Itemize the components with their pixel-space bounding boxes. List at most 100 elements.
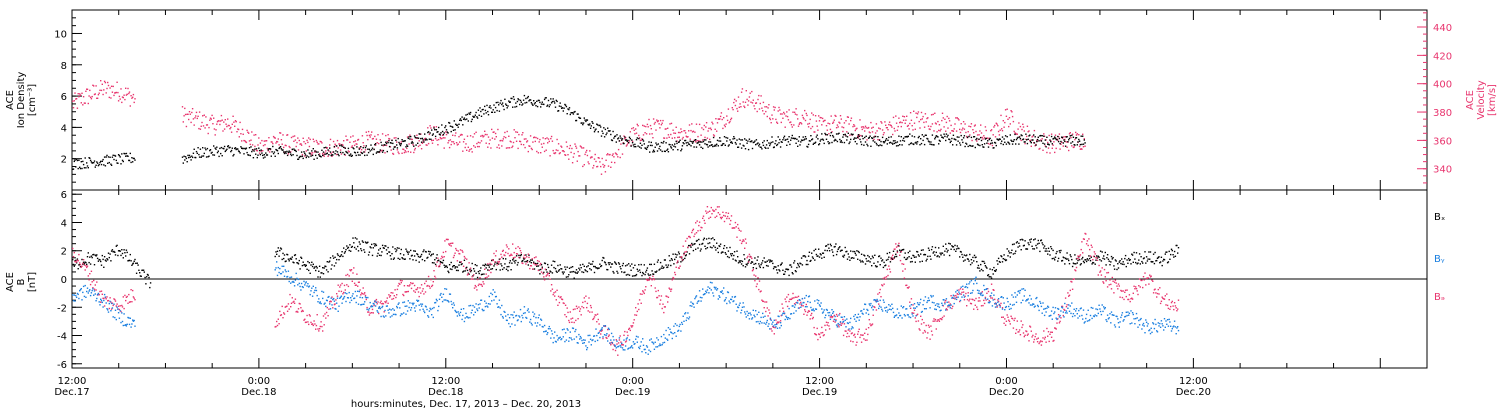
- data-point: [79, 262, 81, 264]
- data-point: [808, 251, 811, 253]
- data-point: [500, 263, 502, 265]
- data-point: [871, 324, 873, 326]
- data-point: [526, 97, 529, 99]
- data-point: [265, 140, 267, 142]
- data-point: [121, 249, 123, 251]
- data-point: [1097, 255, 1099, 257]
- data-point: [630, 269, 632, 271]
- data-point: [952, 130, 955, 132]
- data-point: [693, 139, 695, 142]
- data-point: [742, 265, 744, 267]
- data-point: [319, 140, 321, 143]
- data-point: [1057, 139, 1059, 141]
- data-point: [695, 139, 697, 141]
- data-point: [648, 141, 650, 143]
- data-point: [901, 121, 903, 124]
- data-point: [1035, 144, 1037, 146]
- data-point: [894, 130, 896, 132]
- data-point: [975, 297, 977, 300]
- data-point: [194, 117, 196, 119]
- data-point: [682, 245, 684, 247]
- data-point: [714, 216, 716, 219]
- data-point: [909, 301, 911, 303]
- data-point: [483, 283, 485, 285]
- data-point: [395, 296, 397, 299]
- data-point: [686, 144, 688, 147]
- data-point: [996, 123, 998, 125]
- data-point: [425, 280, 427, 282]
- data-point: [855, 137, 857, 139]
- data-point: [757, 277, 759, 279]
- data-point: [824, 132, 826, 135]
- data-point: [725, 253, 727, 255]
- data-point: [776, 144, 778, 147]
- data-point: [1082, 133, 1084, 135]
- data-point: [745, 263, 747, 265]
- data-point: [622, 262, 624, 265]
- data-point: [413, 290, 415, 292]
- data-point: [423, 249, 425, 251]
- data-point: [674, 132, 677, 134]
- data-point: [391, 298, 393, 300]
- data-point: [111, 249, 114, 251]
- data-point: [708, 237, 710, 240]
- data-point: [807, 311, 809, 314]
- data-point: [685, 250, 687, 253]
- data-point: [402, 140, 404, 143]
- data-point: [340, 290, 343, 293]
- data-point: [519, 257, 521, 259]
- data-point: [493, 252, 495, 255]
- data-point: [200, 156, 202, 158]
- data-point: [230, 149, 233, 152]
- data-point: [772, 325, 774, 328]
- data-point: [667, 296, 670, 298]
- data-point: [190, 121, 192, 124]
- data-point: [373, 243, 375, 245]
- data-point: [339, 149, 342, 151]
- data-point: [840, 249, 842, 252]
- data-point: [607, 269, 609, 271]
- data-point: [1052, 249, 1054, 252]
- data-point: [293, 254, 296, 257]
- data-point: [886, 252, 888, 255]
- data-point: [594, 129, 596, 131]
- data-point: [958, 136, 960, 138]
- data-point: [500, 139, 502, 142]
- data-point: [80, 102, 82, 104]
- data-point: [919, 127, 921, 129]
- data-point: [481, 273, 483, 275]
- data-point: [1015, 138, 1018, 141]
- data-point: [974, 304, 976, 306]
- data-point: [658, 295, 660, 297]
- data-point: [205, 149, 207, 151]
- data-point: [1163, 259, 1166, 261]
- data-point: [579, 269, 581, 271]
- data-point: [958, 289, 960, 291]
- data-point: [483, 273, 485, 275]
- data-point: [475, 111, 477, 114]
- data-point: [1018, 143, 1020, 145]
- data-point: [374, 243, 377, 245]
- data-point: [473, 145, 475, 147]
- data-point: [1092, 262, 1095, 264]
- data-point: [882, 141, 885, 143]
- data-point: [74, 159, 76, 161]
- data-point: [481, 134, 483, 137]
- data-point: [857, 333, 859, 335]
- data-point: [363, 151, 365, 153]
- data-point: [346, 284, 348, 286]
- data-point: [454, 252, 456, 254]
- data-point: [1085, 260, 1088, 263]
- data-point: [309, 315, 311, 317]
- data-point: [1020, 249, 1022, 251]
- data-point: [210, 118, 212, 120]
- data-point: [524, 257, 526, 259]
- data-point: [733, 227, 735, 229]
- data-point: [633, 129, 635, 131]
- data-point: [807, 255, 810, 257]
- data-point: [234, 125, 236, 127]
- data-point: [96, 162, 99, 164]
- data-point: [407, 290, 409, 293]
- data-point: [917, 111, 920, 113]
- data-point: [1023, 141, 1025, 143]
